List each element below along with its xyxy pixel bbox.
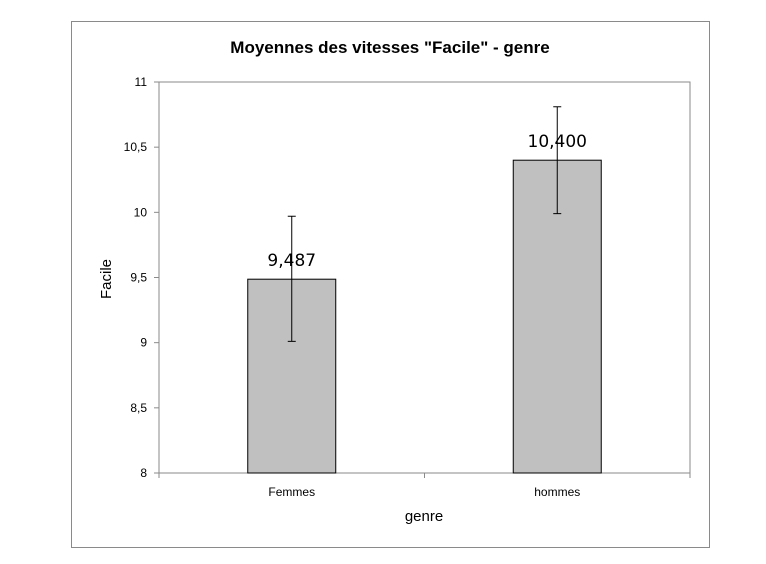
data-labels: 9,487 10,400 xyxy=(267,132,587,271)
y-tick-label: 8,5 xyxy=(130,401,147,415)
x-tick-label: Femmes xyxy=(268,485,315,499)
y-tick-label: 10 xyxy=(134,205,148,219)
data-label: 9,487 xyxy=(267,251,316,271)
plot-area xyxy=(158,81,691,474)
y-tick-label: 10,5 xyxy=(124,140,148,154)
error-bars xyxy=(287,106,562,342)
y-tick-label: 9,5 xyxy=(130,271,147,285)
chart-title: Moyennes des vitesses "Facile" - genre xyxy=(230,38,549,57)
x-axis-label: genre xyxy=(405,508,443,525)
x-axis: Femmes hommes xyxy=(158,473,691,499)
bars xyxy=(247,159,602,474)
x-tick-label: hommes xyxy=(534,485,580,499)
y-tick-label: 11 xyxy=(135,75,148,89)
y-tick-label: 8 xyxy=(140,466,147,480)
y-tick-label: 9 xyxy=(140,336,147,350)
y-axis-label: Facile xyxy=(98,259,115,299)
chart-frame xyxy=(71,21,710,548)
data-label: 10,400 xyxy=(528,132,587,152)
y-axis: 8 8,5 9 9,5 10 10,5 11 xyxy=(124,75,159,480)
